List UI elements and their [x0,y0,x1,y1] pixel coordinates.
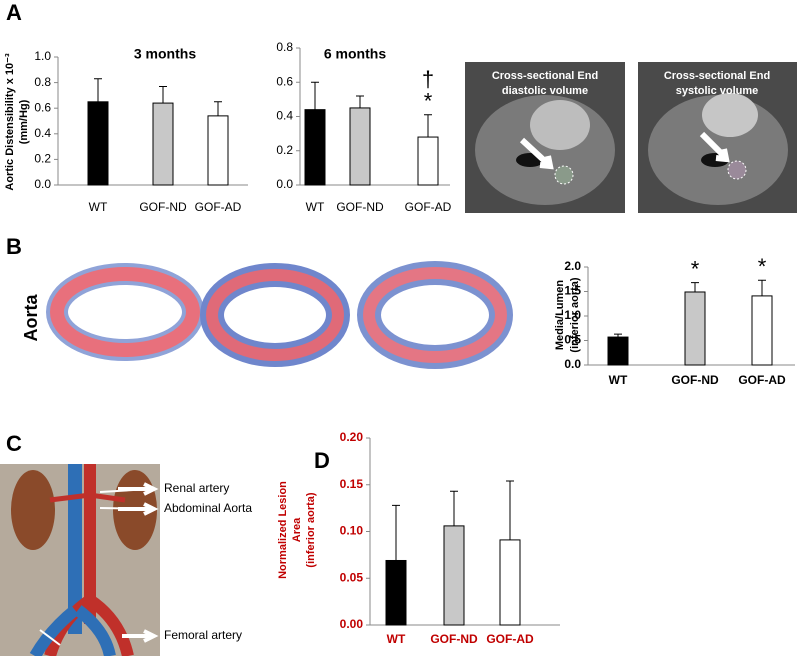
bar [207,115,229,186]
bar [499,539,521,626]
y-axis-label: (mm/Hg) [18,99,30,144]
annotation: * [758,254,767,279]
panel-label: B [6,234,22,259]
y-tick-label: 0.15 [340,477,364,491]
annotation: † [422,67,434,92]
panel-label: D [314,448,330,473]
chart-title: 6 months [324,46,386,62]
y-axis-label: Normalized Lesion [277,481,289,579]
error-bar [691,282,699,292]
error-bar [424,114,432,138]
anatomy-label: Abdominal Aorta [164,501,252,515]
y-tick-label: 1.0 [34,49,51,63]
y-tick-label: 0.8 [276,40,293,54]
y-tick-label: 0.4 [34,126,51,140]
ct-image [638,62,797,213]
x-tick-label: WT [306,200,325,214]
x-tick-label: WT [89,200,108,214]
y-tick-label: 0.00 [340,617,364,631]
error-bar [311,81,319,110]
y-tick-label: 1.0 [564,308,581,322]
aorta-section [46,261,513,369]
bar [751,295,773,366]
chart-title: 3 months [134,46,196,62]
y-axis-label: Area [291,517,303,542]
error-bar [758,279,766,296]
y-axis-label: Media/Lumen [554,280,566,351]
ct-label: Cross-sectional End [492,70,598,82]
y-tick-label: 0.2 [34,152,51,166]
y-tick-label: 0.2 [276,143,293,157]
y-tick-label: 0.10 [340,524,364,538]
error-bar [614,333,622,338]
y-tick-label: 0.6 [34,100,51,114]
x-tick-label: GOF-ND [139,200,187,214]
bar [385,559,407,626]
annotation: * [691,256,700,281]
error-bar [356,95,364,108]
y-tick-label: 0.5 [564,333,581,347]
annotation: * [424,89,433,114]
y-tick-label: 0.0 [34,177,51,191]
x-tick-label: GOF-AD [405,200,452,214]
y-axis-label: Aortic Distensibility x 10⁻³ [4,53,16,191]
error-bar [392,504,400,561]
bar [607,336,629,366]
y-tick-label: 0.4 [276,109,293,123]
y-axis-label: (inferior aorta) [305,492,317,568]
panel-label: A [6,0,22,25]
error-bar [506,480,514,540]
y-tick-label: 1.5 [564,284,581,298]
ct-label: systolic volume [676,85,759,97]
x-tick-label: GOF-ND [336,200,384,214]
y-tick-label: 0.6 [276,74,293,88]
y-tick-label: 2.0 [564,259,581,273]
ct-label: diastolic volume [502,85,588,97]
bar [304,109,326,186]
error-bar [450,490,458,526]
ct-label: Cross-sectional End [664,70,770,82]
error-bar [94,78,102,102]
bar [87,101,109,186]
y-tick-label: 0.05 [340,570,364,584]
bar [417,136,439,186]
x-tick-label: GOF-AD [486,632,534,646]
anatomy-label: Femoral artery [164,628,242,642]
error-bar [214,101,222,116]
x-tick-label: GOF-ND [671,373,719,387]
bar [152,102,174,186]
bar [349,107,371,186]
bar [684,291,706,366]
x-tick-label: GOF-AD [738,373,786,387]
panel-label: C [6,431,22,456]
y-tick-label: 0.0 [276,177,293,191]
bar [443,525,465,626]
y-axis-label: (inferior aorta) [569,277,581,353]
x-tick-label: WT [609,373,628,387]
y-tick-label: 0.0 [564,357,581,371]
error-bar [159,85,167,104]
ct-image [465,62,625,213]
y-tick-label: 0.20 [340,430,364,444]
x-tick-label: GOF-ND [430,632,478,646]
x-tick-label: GOF-AD [195,200,242,214]
x-tick-label: WT [387,632,406,646]
row-label: Aorta [21,294,41,342]
anatomy-image [0,464,160,656]
anatomy-label: Renal artery [164,481,229,495]
y-tick-label: 0.8 [34,75,51,89]
